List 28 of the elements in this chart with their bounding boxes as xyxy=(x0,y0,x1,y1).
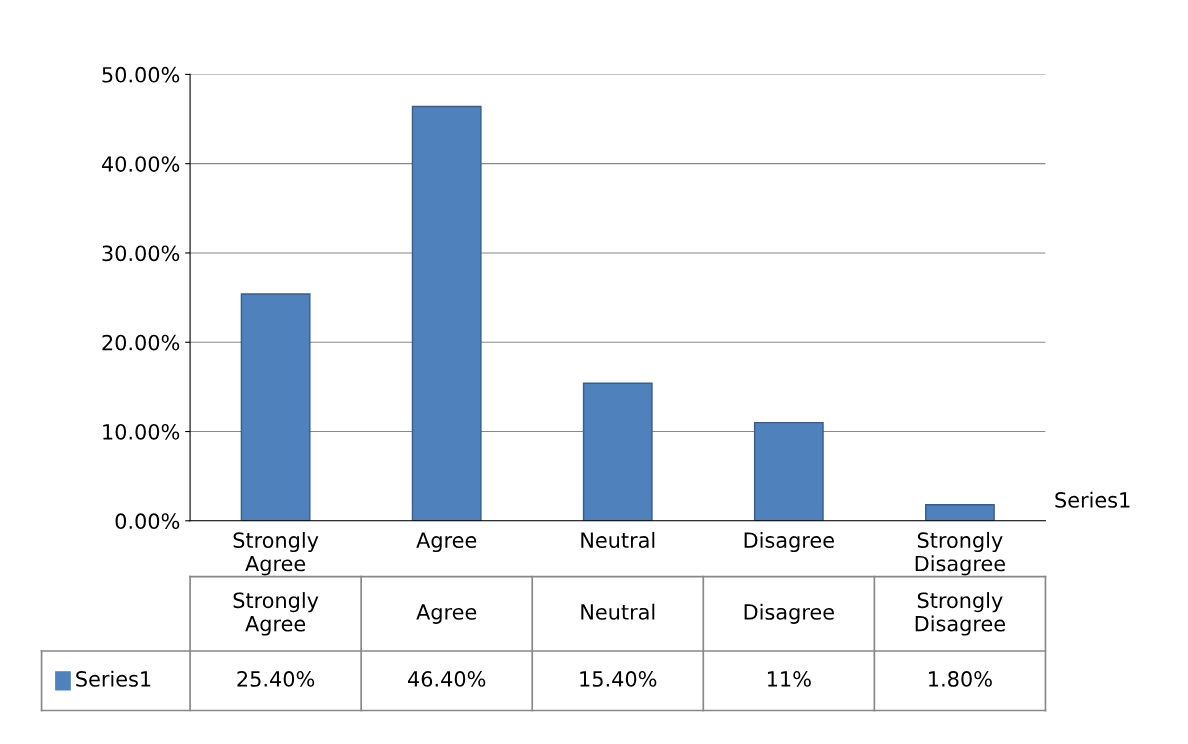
x-tick-label: Agree xyxy=(416,532,477,553)
legend-label: Series1 xyxy=(76,670,151,687)
x-tick-label: Disagree xyxy=(744,531,834,553)
y-tick-label: 10.00% xyxy=(103,423,180,440)
category-label: Disagree xyxy=(744,603,834,624)
text: Series1 xyxy=(1055,491,1130,508)
y-tick-label: 0.00% xyxy=(115,513,180,530)
x-tick-label: Strongly Disagree xyxy=(915,531,1005,576)
y-tick-label: 40.00% xyxy=(101,156,180,172)
bar xyxy=(240,293,311,521)
category-label: Neutral xyxy=(581,603,655,620)
category-label: Strongly Agree xyxy=(233,592,319,636)
y-tick-label: 30.00% xyxy=(102,245,180,262)
x-tick-label: Neutral xyxy=(581,531,655,549)
x-tick-label: Strongly Agree xyxy=(233,531,319,576)
y-tick-label: 50.00% xyxy=(102,66,180,83)
data-label: 1.80% xyxy=(929,671,992,687)
bar xyxy=(582,382,653,521)
category-label: Strongly Disagree xyxy=(915,592,1005,636)
bar xyxy=(411,105,482,521)
data-label: 25.40% xyxy=(237,671,315,687)
data-label: 11% xyxy=(767,671,811,687)
category-label: Agree xyxy=(416,604,477,624)
bar xyxy=(924,504,995,521)
bar xyxy=(753,421,824,521)
data-label: 46.40% xyxy=(407,671,486,687)
data-label: 15.40% xyxy=(580,671,657,687)
y-tick-label: 20.00% xyxy=(102,334,180,351)
